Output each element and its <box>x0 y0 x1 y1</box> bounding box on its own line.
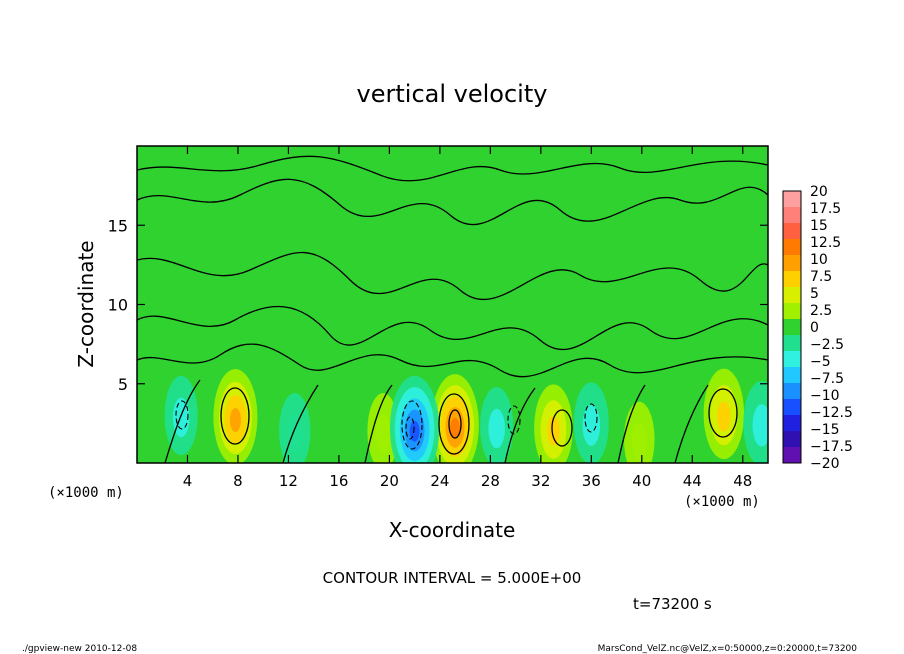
colorbar-label: 17.5 <box>810 201 841 217</box>
updraft-level <box>375 414 391 453</box>
x-tick-label: 28 <box>481 472 500 490</box>
zero-contour <box>164 379 201 463</box>
colorbar-label: 10 <box>810 252 828 268</box>
negative-contours <box>175 400 598 450</box>
colorbar-label: 20 <box>810 184 828 200</box>
colorbar-swatch <box>783 191 801 208</box>
chart-title: vertical velocity <box>357 80 548 108</box>
colorbar-label: −7.5 <box>810 371 844 387</box>
colorbar-swatch <box>783 383 801 400</box>
colorbar-swatch <box>783 223 801 240</box>
y-axis-label: Z-coordinate <box>74 240 98 367</box>
colorbar-swatch <box>783 287 801 304</box>
downdraft-level <box>286 414 303 453</box>
colorbar-label: 0 <box>810 320 819 336</box>
y-tick-label: 5 <box>118 375 128 394</box>
colorbar-label: −10 <box>810 388 840 404</box>
downdraft-level <box>582 404 601 446</box>
contour-interval-note: CONTOUR INTERVAL = 5.000E+00 <box>323 569 582 587</box>
x-tick-label: 12 <box>279 472 298 490</box>
footer-left: ./gpview-new 2010-12-08 <box>22 644 137 654</box>
zero-contour <box>504 387 536 463</box>
zero-contour <box>674 384 709 463</box>
downdraft-level <box>752 404 768 447</box>
colorbar-swatch <box>783 431 801 448</box>
contour-5 <box>438 393 470 455</box>
colorbar-swatch <box>783 303 801 320</box>
contour-5 <box>220 387 250 445</box>
x-tick-label: 8 <box>233 472 243 490</box>
x-tick-label: 32 <box>531 472 550 490</box>
colorbar-swatch <box>783 207 801 224</box>
colorbar-label: −20 <box>810 456 840 472</box>
colorbar-label: −12.5 <box>810 405 853 421</box>
colorbar-label: 12.5 <box>810 235 841 251</box>
x-tick-label: 4 <box>183 472 193 490</box>
zero-contour <box>617 384 646 463</box>
colorbar-label: −15 <box>810 422 840 438</box>
zero-contour <box>137 155 768 182</box>
footer-right: MarsCond_VelZ.nc@VelZ,x=0:50000,z=0:2000… <box>598 644 858 654</box>
x-tick-label: 44 <box>683 472 702 490</box>
x-unit-right: (×1000 m) <box>684 494 760 510</box>
plot-area <box>136 145 769 464</box>
colorbar-swatch <box>783 319 801 336</box>
downdraft-level <box>488 408 505 449</box>
x-axis: 4 8 12 16 20 24 28 32 36 40 44 48 <box>183 146 752 490</box>
x-tick-label: 16 <box>329 472 348 490</box>
colorbar-swatch <box>783 271 801 288</box>
updraft-level <box>631 422 647 461</box>
contour-minus-10 <box>405 416 415 440</box>
positive-contours <box>220 387 738 455</box>
zero-contours <box>137 155 768 463</box>
contour-10 <box>448 409 462 439</box>
x-axis-label: X-coordinate <box>389 518 516 542</box>
colorbar-swatch <box>783 367 801 384</box>
zero-contour <box>137 251 768 301</box>
colorbar-label: −2.5 <box>810 337 844 353</box>
y-axis: 5 10 15 <box>108 216 768 394</box>
colorbar-label: −17.5 <box>810 439 853 455</box>
colorbar-swatch <box>783 335 801 352</box>
contour-minus-5 <box>584 403 598 433</box>
contour-5 <box>708 388 738 438</box>
contour-minus-5 <box>401 400 423 450</box>
zero-contour <box>137 305 768 351</box>
zero-contour <box>137 178 768 226</box>
colorbar-swatch <box>783 239 801 256</box>
time-label: t=73200 s <box>633 595 712 613</box>
x-tick-label: 20 <box>380 472 399 490</box>
updraft-level <box>547 416 560 446</box>
colorbar-label: 15 <box>810 218 828 234</box>
contour-5 <box>551 409 573 447</box>
y-tick-label: 15 <box>108 216 128 235</box>
colorbar-frame <box>782 190 802 464</box>
contour-minus-5 <box>175 400 189 430</box>
colorbar-swatch <box>783 447 801 464</box>
x-tick-label: 40 <box>632 472 651 490</box>
y-tick-label: 10 <box>108 296 128 315</box>
zero-contour <box>282 384 319 463</box>
zero-contour <box>137 343 768 378</box>
colorbar-swatch <box>783 415 801 432</box>
x-tick-label: 36 <box>582 472 601 490</box>
colorbar-swatch <box>783 399 801 416</box>
updraft-level <box>717 401 731 432</box>
colorbar: 2017.51512.5107.552.50−2.5−5−7.5−10−12.5… <box>782 184 853 472</box>
contour-minus-5 <box>507 405 521 435</box>
x-unit-left: (×1000 m) <box>48 485 124 501</box>
updraft-level <box>450 417 460 439</box>
colorbar-label: −5 <box>810 354 831 370</box>
x-tick-label: 24 <box>430 472 449 490</box>
colorbar-label: 5 <box>810 286 819 302</box>
colorbar-label: 7.5 <box>810 269 832 285</box>
updraft-level <box>229 408 241 433</box>
colorbar-label: 2.5 <box>810 303 832 319</box>
colorbar-swatch <box>783 255 801 272</box>
x-tick-label: 48 <box>733 472 752 490</box>
zero-contour <box>364 384 393 463</box>
colorbar-swatch <box>783 351 801 368</box>
